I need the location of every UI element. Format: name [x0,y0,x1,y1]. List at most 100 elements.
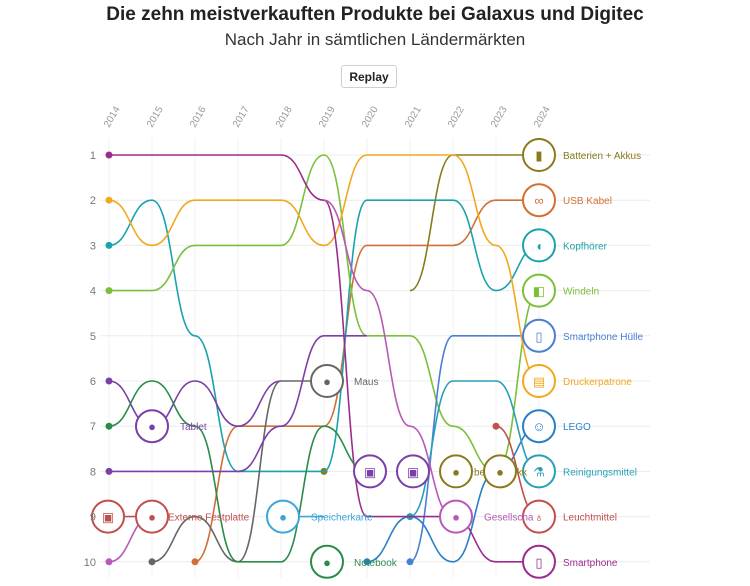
svg-text:●: ● [496,464,504,479]
x-tick-label: 2018 [274,104,295,129]
end-product-icon: ▯ [522,318,556,353]
y-tick-label: 10 [84,557,96,569]
inline-product-icon: ▣ [91,499,125,534]
series-start-point [191,558,199,566]
series-start-point [406,558,414,566]
inline-product-icon: ▣ [353,454,387,489]
series-start-point [105,467,113,475]
inline-series-label: Externe Festplatte [168,513,250,524]
series-start-point [105,422,113,430]
end-series-label: Reinigungsmittel [563,467,637,478]
x-tick-label: 2021 [403,104,424,129]
end-product-icon: ▮ [522,138,556,172]
svg-text:●: ● [452,510,460,525]
end-product-icon: ☺ [522,409,556,444]
series-start-point [105,196,113,204]
x-tick-label: 2019 [317,104,338,129]
inline-series-label: be [474,467,486,478]
x-tick-label: 2014 [102,104,123,129]
end-series-label: Batterien + Akkus [563,151,641,162]
series-start-point [492,422,500,430]
y-tick-label: 1 [90,150,96,162]
svg-text:●: ● [148,510,156,525]
svg-text:●: ● [148,419,156,434]
replay-button[interactable]: Replay [341,65,397,88]
chart-title: Die zehn meistverkauften Produkte bei Ga… [106,4,644,25]
svg-text:▣: ▣ [364,464,376,479]
svg-text:▯: ▯ [535,329,542,344]
x-tick-label: 2024 [532,104,553,129]
inline-series-label: kk [517,467,528,478]
series-line [109,154,540,473]
x-tick-label: 2020 [360,104,381,129]
y-tick-label: 5 [90,331,96,343]
svg-text:☺: ☺ [532,419,545,434]
icon-layer: ▮ ∞ ◖ ◧ ▯ ▤ ☺ ⚗ ♁ ▯ ● ● ● ● ● ● ● ● ▣ ▣ ▣ [91,138,556,579]
end-series-label: Smartphone [563,558,618,569]
y-tick-label: 4 [90,286,96,298]
end-product-icon: ◧ [522,273,556,308]
label-layer: Batterien + Akkus USB Kabel Kopfhörer Winde… [168,151,643,569]
y-tick-label: 8 [90,466,96,478]
inline-product-icon: ● [310,544,344,579]
end-series-label: Windeln [563,287,599,298]
inline-series-label: Notebook [354,558,398,569]
end-series-label: Smartphone Hülle [563,332,643,343]
svg-text:◖: ◖ [535,238,543,253]
series-start-point [105,241,113,249]
svg-text:⚗: ⚗ [533,464,545,479]
series-start-point [105,377,113,385]
svg-text:▮: ▮ [535,148,542,163]
series-line [108,380,282,428]
end-product-icon: ◖ [522,228,556,263]
series-line [108,199,540,473]
end-product-icon: ♁ [522,499,556,534]
inline-series-label: Gesellscha [484,513,534,524]
end-series-label: Druckerpatrone [563,377,632,388]
series-line [409,334,539,563]
x-tick-label: 2023 [489,104,510,129]
end-product-icon: ▤ [522,364,556,398]
inline-series-label: Speicherkarte [311,513,373,524]
x-tick-label: 2022 [446,104,467,129]
svg-text:●: ● [279,510,287,525]
series-line [108,380,368,563]
inline-product-icon: ● [439,499,473,534]
series-start-point [363,558,371,566]
x-tick-label: 2017 [231,104,252,129]
inline-series-label: Maus [354,377,378,388]
series-line [151,380,324,563]
end-product-icon: ▯ [522,544,556,579]
end-series-label: Leuchtmittel [563,513,617,524]
inline-product-icon: ● [310,364,344,398]
svg-text:▤: ▤ [533,374,545,389]
svg-text:◧: ◧ [533,284,545,299]
inline-product-icon: ● [135,409,169,444]
end-product-icon: ∞ [522,183,556,218]
series-line [409,154,539,292]
inline-product-icon: ▣ [396,454,430,489]
inline-series-label: Tablet [180,422,207,433]
inline-product-icon: ● [135,499,169,534]
series-line [108,334,367,473]
end-series-label: USB Kabel [563,196,612,207]
svg-text:●: ● [323,374,331,389]
y-tick-label: 7 [90,421,96,433]
x-tick-label: 2015 [145,104,166,129]
series-start-point [105,151,113,159]
series-start-point [105,558,113,566]
y-tick-label: 6 [90,376,96,388]
svg-text:●: ● [452,464,460,479]
y-tick-label: 9 [90,512,96,524]
end-series-label: Kopfhörer [563,241,608,252]
end-product-icon: ⚗ [522,454,556,489]
line-layer [105,151,540,566]
inline-product-icon: ● [483,454,517,489]
x-tick-label: 2016 [188,104,209,129]
series-line [108,154,540,382]
end-series-label: LEGO [563,422,591,433]
svg-text:♁: ♁ [534,510,544,525]
series-start-point [148,558,156,566]
svg-text:∞: ∞ [534,193,543,208]
inline-product-icon: ● [439,454,473,489]
